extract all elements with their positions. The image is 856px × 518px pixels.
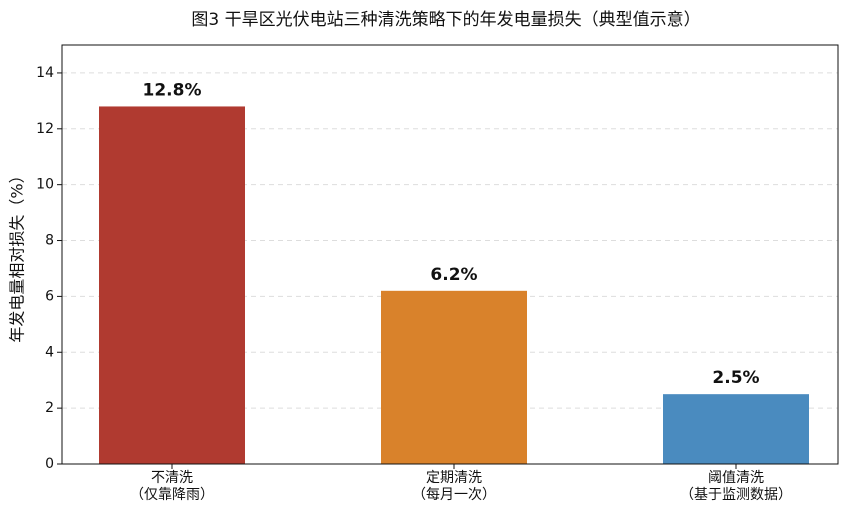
y-tick-label: 0 — [45, 456, 54, 472]
y-tick-label: 10 — [36, 177, 54, 193]
y-tick-label: 6 — [45, 288, 54, 304]
y-tick-label: 2 — [45, 400, 54, 416]
y-tick-label: 12 — [36, 121, 54, 137]
y-tick-label: 14 — [36, 65, 54, 81]
x-tick-label: 不清洗 （仅靠降雨） — [130, 470, 214, 503]
y-axis-label: 年发电量相对损失（%） — [8, 167, 27, 342]
bar — [663, 394, 809, 464]
plot-frame — [61, 44, 839, 465]
bar — [381, 290, 527, 464]
x-tick-label: 定期清洗 （每月一次） — [412, 470, 496, 503]
x-tick-label: 阈值清洗 （基于监测数据） — [680, 470, 792, 503]
value-label: 2.5% — [712, 368, 759, 388]
y-tick-label: 8 — [45, 233, 54, 249]
value-label: 6.2% — [430, 265, 477, 285]
y-tick-label: 4 — [45, 344, 54, 360]
chart-title: 图3 干旱区光伏电站三种清洗策略下的年发电量损失（典型值示意） — [191, 10, 700, 30]
value-label: 12.8% — [143, 80, 202, 100]
bar — [99, 106, 245, 464]
